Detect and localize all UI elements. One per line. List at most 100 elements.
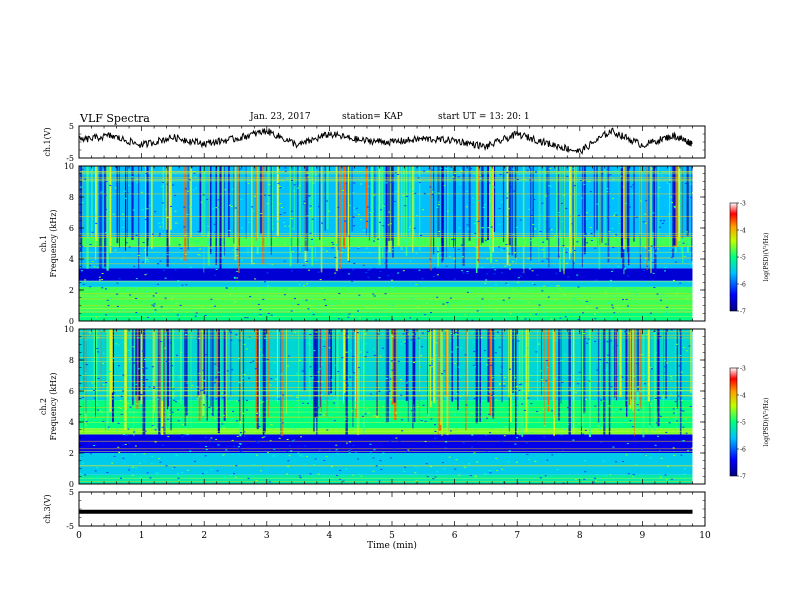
ch1-spec-speckle-dot [588,303,591,305]
ch1-spec-streak [607,166,609,232]
ch2-spec-streak [407,329,409,422]
ch2-spec-speckle-dot [181,472,184,474]
ch2-spec-speckle-dot [159,341,162,342]
ch2-spec-speckle-dot [625,394,627,396]
ch1-spec-ytick-label: 0 [69,317,74,326]
ch1-spec-speckle-dot [668,213,671,215]
ch2-spec-speckle-dot [651,368,653,370]
ch1-spec-speckle-dot [623,266,626,268]
ch2-spec-speckle-dot [485,450,488,452]
ch1-spec-speckle-dot [192,189,195,191]
ch1-spec-speckle-dot [401,201,404,203]
ch2-spec-speckle-dot [186,433,189,435]
ch1-spec-speckle-dot [516,178,519,180]
ch1-spec-speckle-dot [251,303,254,305]
ch1-spec-speckle-dot [204,315,207,316]
ch1-spec-speckle-dot [178,244,181,246]
ch2-spec-speckle-dot [682,410,685,412]
ch2-spec-speckle-dot [632,474,635,476]
ch1-spec-streak [215,166,217,265]
ch2-spec-speckle-dot [576,418,579,420]
ch2-spec-speckle-dot [309,473,312,475]
ch1-spec-speckle-dot [234,277,236,279]
ch2-spec-speckle-dot [393,448,396,450]
ch2-spec-speckle-dot [464,354,467,356]
ch2-spec-streak [258,329,260,418]
ch2-spec-speckle-dot [551,410,554,412]
ch1-spec-speckle-dot [593,313,596,315]
ch1-spec-speckle-dot [541,249,544,251]
ch1-spec-speckle-dot [147,316,150,318]
ch1-spec-streak [125,166,127,251]
ch1-spec-speckle-dot [489,200,491,202]
ch2-spec-speckle-dot [456,393,459,395]
ch2-spec-speckle-dot [627,473,630,475]
ch2-spec-speckle-dot [296,397,299,398]
ch2-spec-speckle-dot [276,343,279,345]
ch1-spec-speckle-dot [306,172,309,174]
ch2-spec-speckle-dot [349,449,352,451]
ch2-spec-speckle-dot [80,456,83,458]
ch2-spec-streak [326,329,327,393]
ch2-spec-streak [419,329,421,392]
ch2-spec-streak [603,329,604,420]
ch1-spec-speckle-dot [262,298,265,300]
ch2-spec-streak [219,329,221,425]
ch1-spec-speckle-dot [241,259,244,261]
ch2-spec-speckle-dot [321,381,324,383]
ch1-spec-speckle-dot [624,203,627,204]
ch2-spec-speckle-dot [644,455,647,457]
ch2-spec-speckle-dot [243,374,246,375]
ch1-spec-speckle-dot [108,221,111,223]
ch2-spec-speckle-dot [129,406,132,408]
ch1-spec-speckle-dot [541,202,544,204]
ch2-spec-speckle-dot [465,404,468,406]
ch2-spec-speckle-dot [654,399,657,401]
ch2-spec-speckle-dot [201,330,204,332]
ch2-spec-speckle-dot [123,420,126,422]
ch1-spec-speckle-dot [351,315,354,317]
ch1-spec-speckle-dot [595,279,598,281]
ch2-spec-speckle-dot [299,454,302,456]
ch2-spec-speckle-dot [268,481,271,483]
ch1-spec-speckle-dot [472,197,475,199]
ch1-spec-streak [532,166,534,238]
ch2-spec-speckle-dot [154,441,157,443]
ch1-spec-speckle-dot [335,245,338,247]
ch2-spec-speckle-dot [540,370,543,372]
ch1-spec-speckle-dot [594,247,597,249]
ch1-spec-speckle-dot [189,206,192,208]
ch2-spec-speckle-dot [274,362,277,364]
ch1-spec-speckle-dot [166,254,169,256]
ch1-spec-speckle-dot [606,188,609,189]
ch2-spec-speckle-dot [496,335,499,337]
ch2-spec-speckle-dot [526,347,529,349]
ch2-spec-speckle-dot [366,408,369,410]
ch1-spec-speckle-dot [629,206,631,208]
ch1-spec-speckle-dot [409,260,412,262]
ch1-spec-speckle-dot [91,261,94,262]
ch1-spec-speckle-dot [189,266,192,268]
ch1-spec-speckle-dot [389,223,392,225]
ch1-spec-speckle-dot [135,234,138,236]
ch2-spec-speckle-dot [463,466,466,468]
ch1-spec-streak [80,166,83,271]
ch1-spec-speckle-dot [262,288,265,290]
ch2-spec-speckle-dot [367,412,370,414]
ch1-spec-streak [276,166,279,237]
ch2-spec-streak [446,329,449,436]
ch2-spec-speckle-dot [650,404,653,406]
ch2-spec-speckle-dot [587,378,590,380]
ch2-spec-streak [547,329,550,412]
ch1-spec-speckle-dot [391,279,394,281]
ch1-spec-speckle-dot [180,248,183,249]
ch1-spec-speckle-dot [499,174,502,175]
ch2-spec-streak [335,329,336,396]
ch1-colorbar-tick-label: -6 [740,282,746,289]
ch1-spec-speckle-dot [630,186,633,188]
ch2-spec-speckle-dot [79,473,82,474]
ch2-spec-speckle-dot [599,363,602,365]
ch2-spec-speckle-dot [538,419,541,421]
ch1-spec-speckle-dot [379,270,382,272]
ch2-spec-speckle-dot [111,398,114,400]
